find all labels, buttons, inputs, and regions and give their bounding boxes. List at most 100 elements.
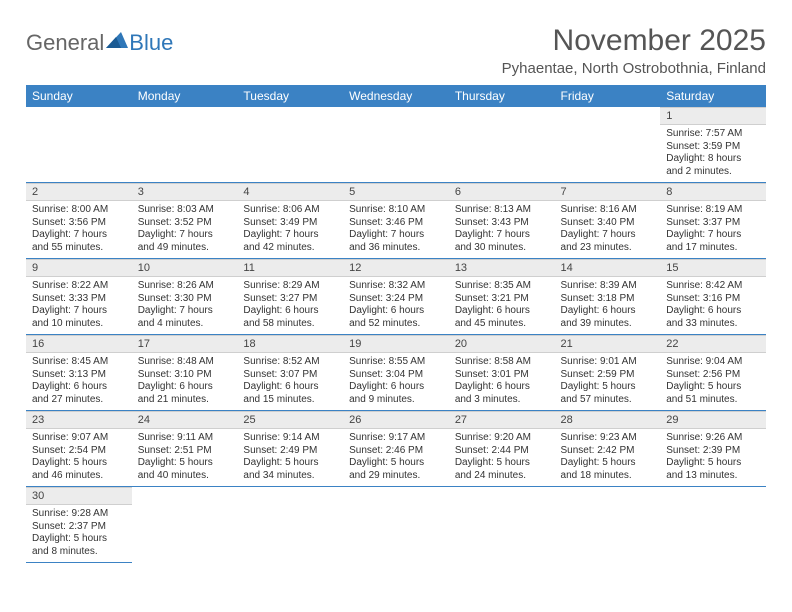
day-number: 27 — [449, 411, 555, 429]
day-sunset: Sunset: 2:49 PM — [243, 445, 337, 458]
day-day1: Daylight: 6 hours — [32, 381, 126, 394]
day-day2: and 3 minutes. — [455, 394, 549, 407]
day-sunrise: Sunrise: 9:26 AM — [666, 432, 760, 445]
day-details: Sunrise: 9:07 AMSunset: 2:54 PMDaylight:… — [26, 429, 132, 486]
dayheader-tue: Tuesday — [237, 85, 343, 107]
calendar-table: Sunday Monday Tuesday Wednesday Thursday… — [26, 85, 766, 563]
day-sunrise: Sunrise: 8:03 AM — [138, 204, 232, 217]
day-number-empty — [132, 487, 238, 503]
day-cell: 6Sunrise: 8:13 AMSunset: 3:43 PMDaylight… — [449, 183, 555, 259]
day-sunrise: Sunrise: 8:22 AM — [32, 280, 126, 293]
day-number: 1 — [660, 107, 766, 125]
day-number-empty — [449, 487, 555, 503]
day-details: Sunrise: 9:17 AMSunset: 2:46 PMDaylight:… — [343, 429, 449, 486]
day-details: Sunrise: 8:13 AMSunset: 3:43 PMDaylight:… — [449, 201, 555, 258]
day-day1: Daylight: 7 hours — [455, 229, 549, 242]
day-sunrise: Sunrise: 8:06 AM — [243, 204, 337, 217]
day-sunset: Sunset: 3:30 PM — [138, 293, 232, 306]
day-number: 18 — [237, 335, 343, 353]
day-sunrise: Sunrise: 8:42 AM — [666, 280, 760, 293]
day-details: Sunrise: 9:26 AMSunset: 2:39 PMDaylight:… — [660, 429, 766, 486]
day-cell: 1Sunrise: 7:57 AMSunset: 3:59 PMDaylight… — [660, 107, 766, 183]
day-number: 2 — [26, 183, 132, 201]
day-day1: Daylight: 6 hours — [349, 381, 443, 394]
day-day2: and 9 minutes. — [349, 394, 443, 407]
day-number: 19 — [343, 335, 449, 353]
day-day1: Daylight: 6 hours — [666, 305, 760, 318]
day-cell: 26Sunrise: 9:17 AMSunset: 2:46 PMDayligh… — [343, 411, 449, 487]
day-cell: 28Sunrise: 9:23 AMSunset: 2:42 PMDayligh… — [555, 411, 661, 487]
day-day1: Daylight: 5 hours — [666, 381, 760, 394]
day-details: Sunrise: 9:28 AMSunset: 2:37 PMDaylight:… — [26, 505, 132, 562]
day-day2: and 21 minutes. — [138, 394, 232, 407]
logo-text-blue: Blue — [129, 30, 173, 56]
day-sunrise: Sunrise: 8:26 AM — [138, 280, 232, 293]
day-cell: 19Sunrise: 8:55 AMSunset: 3:04 PMDayligh… — [343, 335, 449, 411]
month-title: November 2025 — [502, 24, 766, 58]
day-number-empty — [132, 107, 238, 123]
day-cell — [132, 487, 238, 563]
day-day1: Daylight: 5 hours — [138, 457, 232, 470]
day-details: Sunrise: 7:57 AMSunset: 3:59 PMDaylight:… — [660, 125, 766, 182]
day-number: 3 — [132, 183, 238, 201]
day-number-empty — [449, 107, 555, 123]
day-details: Sunrise: 9:14 AMSunset: 2:49 PMDaylight:… — [237, 429, 343, 486]
day-details: Sunrise: 8:16 AMSunset: 3:40 PMDaylight:… — [555, 201, 661, 258]
day-sunset: Sunset: 3:24 PM — [349, 293, 443, 306]
day-sunrise: Sunrise: 8:55 AM — [349, 356, 443, 369]
day-day2: and 2 minutes. — [666, 166, 760, 179]
day-day1: Daylight: 5 hours — [666, 457, 760, 470]
day-sunrise: Sunrise: 9:01 AM — [561, 356, 655, 369]
day-sunrise: Sunrise: 9:14 AM — [243, 432, 337, 445]
day-details: Sunrise: 8:45 AMSunset: 3:13 PMDaylight:… — [26, 353, 132, 410]
day-details: Sunrise: 8:03 AMSunset: 3:52 PMDaylight:… — [132, 201, 238, 258]
dayheader-sat: Saturday — [660, 85, 766, 107]
day-day2: and 17 minutes. — [666, 242, 760, 255]
day-sunrise: Sunrise: 8:52 AM — [243, 356, 337, 369]
day-number: 13 — [449, 259, 555, 277]
day-day2: and 51 minutes. — [666, 394, 760, 407]
day-details: Sunrise: 8:42 AMSunset: 3:16 PMDaylight:… — [660, 277, 766, 334]
day-details: Sunrise: 8:35 AMSunset: 3:21 PMDaylight:… — [449, 277, 555, 334]
day-day2: and 15 minutes. — [243, 394, 337, 407]
day-sunset: Sunset: 3:10 PM — [138, 369, 232, 382]
day-cell: 8Sunrise: 8:19 AMSunset: 3:37 PMDaylight… — [660, 183, 766, 259]
day-day1: Daylight: 6 hours — [349, 305, 443, 318]
day-number: 7 — [555, 183, 661, 201]
day-day1: Daylight: 7 hours — [243, 229, 337, 242]
day-sunset: Sunset: 3:27 PM — [243, 293, 337, 306]
day-day2: and 55 minutes. — [32, 242, 126, 255]
day-sunrise: Sunrise: 9:07 AM — [32, 432, 126, 445]
day-day1: Daylight: 7 hours — [561, 229, 655, 242]
day-sunrise: Sunrise: 8:10 AM — [349, 204, 443, 217]
day-cell: 14Sunrise: 8:39 AMSunset: 3:18 PMDayligh… — [555, 259, 661, 335]
day-day2: and 49 minutes. — [138, 242, 232, 255]
day-number-empty — [343, 107, 449, 123]
day-number: 5 — [343, 183, 449, 201]
day-number: 22 — [660, 335, 766, 353]
day-number: 20 — [449, 335, 555, 353]
day-details: Sunrise: 9:04 AMSunset: 2:56 PMDaylight:… — [660, 353, 766, 410]
day-cell: 15Sunrise: 8:42 AMSunset: 3:16 PMDayligh… — [660, 259, 766, 335]
day-day1: Daylight: 8 hours — [666, 153, 760, 166]
day-details: Sunrise: 8:19 AMSunset: 3:37 PMDaylight:… — [660, 201, 766, 258]
day-cell — [343, 487, 449, 563]
day-day2: and 30 minutes. — [455, 242, 549, 255]
day-cell: 27Sunrise: 9:20 AMSunset: 2:44 PMDayligh… — [449, 411, 555, 487]
logo-text-general: General — [26, 30, 104, 56]
day-day2: and 8 minutes. — [32, 546, 126, 559]
day-details: Sunrise: 8:26 AMSunset: 3:30 PMDaylight:… — [132, 277, 238, 334]
day-cell: 4Sunrise: 8:06 AMSunset: 3:49 PMDaylight… — [237, 183, 343, 259]
day-cell — [555, 107, 661, 183]
day-day1: Daylight: 5 hours — [32, 533, 126, 546]
day-cell: 13Sunrise: 8:35 AMSunset: 3:21 PMDayligh… — [449, 259, 555, 335]
day-cell: 2Sunrise: 8:00 AMSunset: 3:56 PMDaylight… — [26, 183, 132, 259]
day-day1: Daylight: 5 hours — [561, 457, 655, 470]
day-details: Sunrise: 8:32 AMSunset: 3:24 PMDaylight:… — [343, 277, 449, 334]
day-sunrise: Sunrise: 9:28 AM — [32, 508, 126, 521]
day-cell: 3Sunrise: 8:03 AMSunset: 3:52 PMDaylight… — [132, 183, 238, 259]
day-details: Sunrise: 8:48 AMSunset: 3:10 PMDaylight:… — [132, 353, 238, 410]
day-sunrise: Sunrise: 8:58 AM — [455, 356, 549, 369]
day-sunrise: Sunrise: 9:20 AM — [455, 432, 549, 445]
day-details: Sunrise: 8:06 AMSunset: 3:49 PMDaylight:… — [237, 201, 343, 258]
